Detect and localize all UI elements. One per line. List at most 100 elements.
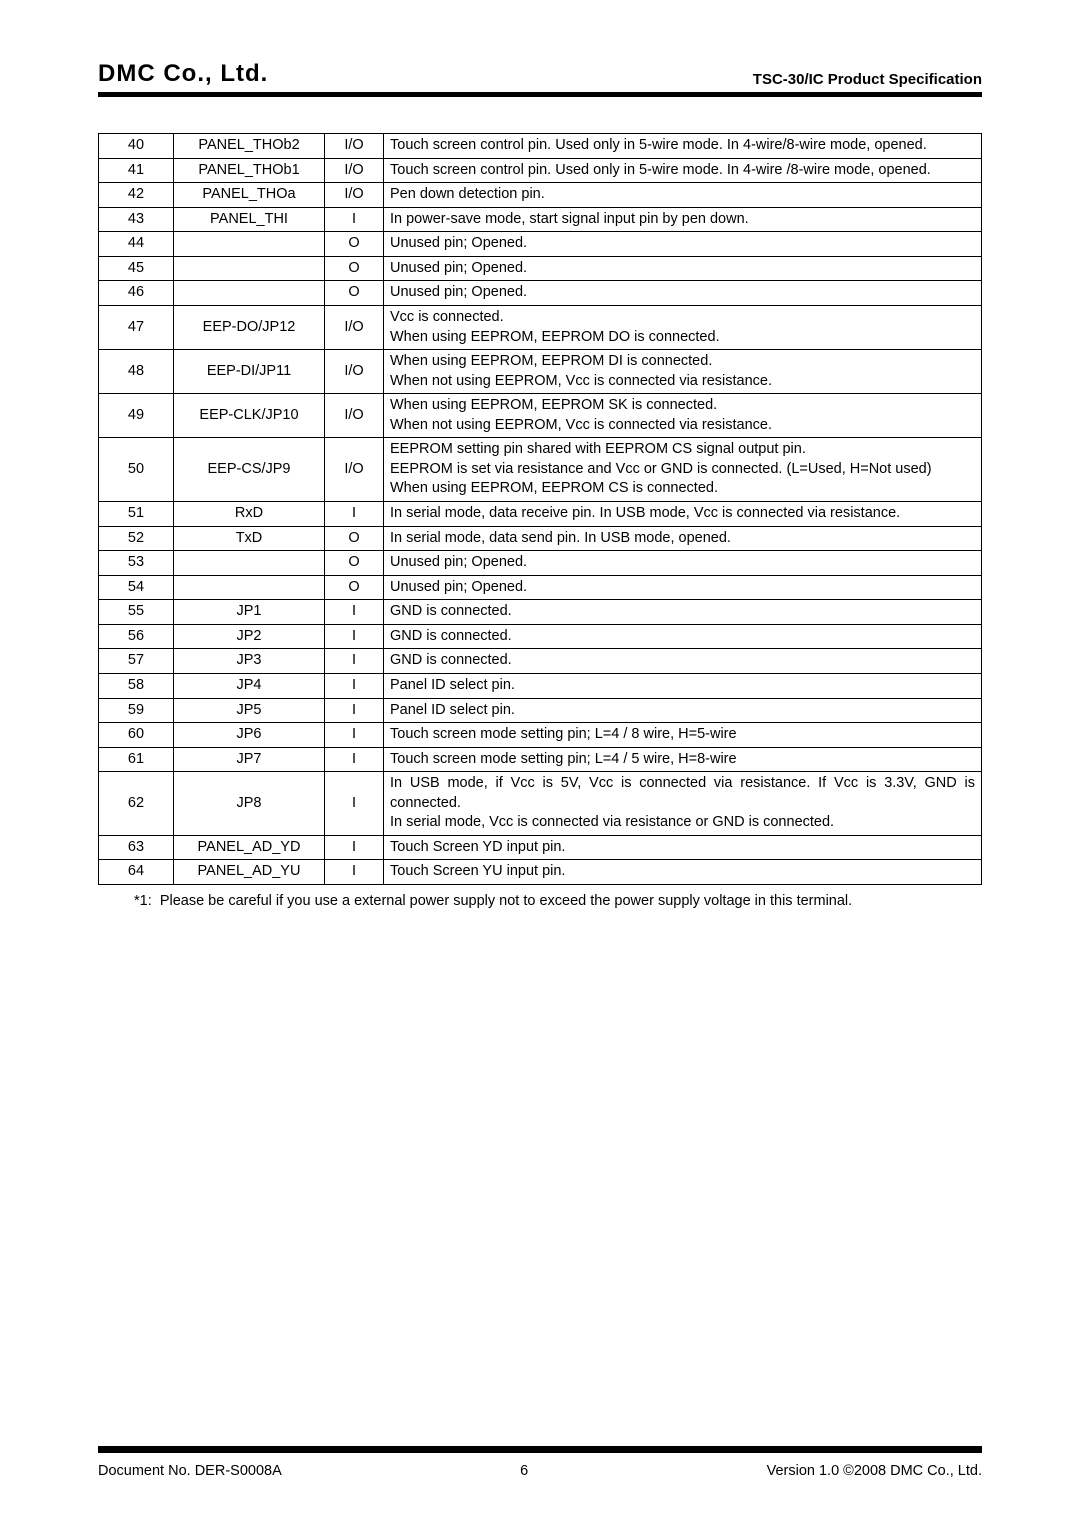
io-cell: I/O <box>325 438 384 502</box>
desc-cell: Touch Screen YU input pin. <box>384 860 982 885</box>
table-row: 46OUnused pin; Opened. <box>99 281 982 306</box>
io-cell: I <box>325 860 384 885</box>
pin-cell: 54 <box>99 575 174 600</box>
desc-cell: In USB mode, if Vcc is 5V, Vcc is connec… <box>384 772 982 836</box>
io-cell: I/O <box>325 134 384 159</box>
table-row: 40PANEL_THOb2I/OTouch screen control pin… <box>99 134 982 159</box>
table-row: 44 OUnused pin; Opened. <box>99 232 982 257</box>
pin-table: 40PANEL_THOb2I/OTouch screen control pin… <box>98 133 982 885</box>
pin-cell: 51 <box>99 502 174 527</box>
io-cell: I <box>325 835 384 860</box>
pin-cell: 50 <box>99 438 174 502</box>
name-cell: PANEL_THOb1 <box>174 158 325 183</box>
table-row: 48EEP-DI/JP11I/OWhen using EEPROM, EEPRO… <box>99 350 982 394</box>
io-cell: I/O <box>325 305 384 349</box>
document-title: TSC-30/IC Product Specification <box>753 71 982 88</box>
desc-cell: Unused pin; Opened. <box>384 232 982 257</box>
io-cell: I <box>325 723 384 748</box>
name-cell: JP4 <box>174 673 325 698</box>
desc-cell: Unused pin; Opened. <box>384 256 982 281</box>
io-cell: I <box>325 624 384 649</box>
desc-cell: Pen down detection pin. <box>384 183 982 208</box>
footer-version: Version 1.0 ©2008 DMC Co., Ltd. <box>767 1463 982 1479</box>
desc-cell: When using EEPROM, EEPROM DI is connecte… <box>384 350 982 394</box>
table-row: 55JP1IGND is connected. <box>99 600 982 625</box>
desc-cell: Touch screen control pin. Used only in 5… <box>384 134 982 159</box>
name-cell: JP7 <box>174 747 325 772</box>
table-row: 54 OUnused pin; Opened. <box>99 575 982 600</box>
io-cell: I <box>325 673 384 698</box>
name-cell <box>174 232 325 257</box>
name-cell: TxD <box>174 526 325 551</box>
table-row: 42PANEL_THOaI/OPen down detection pin. <box>99 183 982 208</box>
io-cell: I/O <box>325 158 384 183</box>
desc-cell: EEPROM setting pin shared with EEPROM CS… <box>384 438 982 502</box>
pin-cell: 44 <box>99 232 174 257</box>
desc-cell: Panel ID select pin. <box>384 698 982 723</box>
table-row: 41PANEL_THOb1I/OTouch screen control pin… <box>99 158 982 183</box>
pin-cell: 47 <box>99 305 174 349</box>
io-cell: I <box>325 600 384 625</box>
page: DMC Co., Ltd. TSC-30/IC Product Specific… <box>0 0 1080 1527</box>
io-cell: I <box>325 747 384 772</box>
pin-cell: 49 <box>99 394 174 438</box>
io-cell: O <box>325 575 384 600</box>
name-cell: JP8 <box>174 772 325 836</box>
table-row: 45OUnused pin; Opened. <box>99 256 982 281</box>
name-cell: EEP-DI/JP11 <box>174 350 325 394</box>
desc-cell: Touch screen mode setting pin; L=4 / 5 w… <box>384 747 982 772</box>
name-cell <box>174 551 325 576</box>
pin-cell: 41 <box>99 158 174 183</box>
table-row: 49EEP-CLK/JP10I/OWhen using EEPROM, EEPR… <box>99 394 982 438</box>
page-header: DMC Co., Ltd. TSC-30/IC Product Specific… <box>98 60 982 97</box>
desc-cell: In serial mode, data send pin. In USB mo… <box>384 526 982 551</box>
table-row: 62JP8IIn USB mode, if Vcc is 5V, Vcc is … <box>99 772 982 836</box>
name-cell: JP6 <box>174 723 325 748</box>
name-cell: JP5 <box>174 698 325 723</box>
io-cell: I <box>325 772 384 836</box>
name-cell: EEP-DO/JP12 <box>174 305 325 349</box>
pin-cell: 53 <box>99 551 174 576</box>
table-row: 60JP6ITouch screen mode setting pin; L=4… <box>99 723 982 748</box>
desc-cell: Panel ID select pin. <box>384 673 982 698</box>
name-cell: PANEL_THOb2 <box>174 134 325 159</box>
name-cell: EEP-CLK/JP10 <box>174 394 325 438</box>
name-cell: JP1 <box>174 600 325 625</box>
pin-cell: 40 <box>99 134 174 159</box>
io-cell: I/O <box>325 350 384 394</box>
desc-cell: In power-save mode, start signal input p… <box>384 207 982 232</box>
name-cell: PANEL_THOa <box>174 183 325 208</box>
pin-cell: 63 <box>99 835 174 860</box>
footer-rule <box>98 1446 982 1453</box>
desc-cell: Unused pin; Opened. <box>384 575 982 600</box>
page-footer: Document No. DER-S0008A 6 Version 1.0 ©2… <box>98 1446 982 1479</box>
name-cell: PANEL_AD_YU <box>174 860 325 885</box>
table-row: 50EEP-CS/JP9I/OEEPROM setting pin shared… <box>99 438 982 502</box>
pin-cell: 57 <box>99 649 174 674</box>
name-cell <box>174 281 325 306</box>
pin-cell: 60 <box>99 723 174 748</box>
name-cell: JP3 <box>174 649 325 674</box>
table-row: 53OUnused pin; Opened. <box>99 551 982 576</box>
table-row: 63PANEL_AD_YDITouch Screen YD input pin. <box>99 835 982 860</box>
io-cell: O <box>325 526 384 551</box>
io-cell: O <box>325 232 384 257</box>
table-row: 64PANEL_AD_YUITouch Screen YU input pin. <box>99 860 982 885</box>
io-cell: I <box>325 649 384 674</box>
table-row: 61JP7ITouch screen mode setting pin; L=4… <box>99 747 982 772</box>
desc-cell: In serial mode, data receive pin. In USB… <box>384 502 982 527</box>
footer-line: Document No. DER-S0008A 6 Version 1.0 ©2… <box>98 1463 982 1479</box>
pin-cell: 43 <box>99 207 174 232</box>
desc-cell: Vcc is connected.When using EEPROM, EEPR… <box>384 305 982 349</box>
desc-cell: GND is connected. <box>384 624 982 649</box>
io-cell: I/O <box>325 394 384 438</box>
table-row: 51RxDIIn serial mode, data receive pin. … <box>99 502 982 527</box>
table-row: 52TxDOIn serial mode, data send pin. In … <box>99 526 982 551</box>
name-cell: JP2 <box>174 624 325 649</box>
desc-cell: Touch screen mode setting pin; L=4 / 8 w… <box>384 723 982 748</box>
pin-cell: 55 <box>99 600 174 625</box>
name-cell: PANEL_AD_YD <box>174 835 325 860</box>
io-cell: I/O <box>325 183 384 208</box>
footer-doc-number: Document No. DER-S0008A <box>98 1463 282 1479</box>
logo-text: DMC Co., Ltd. <box>98 60 268 87</box>
